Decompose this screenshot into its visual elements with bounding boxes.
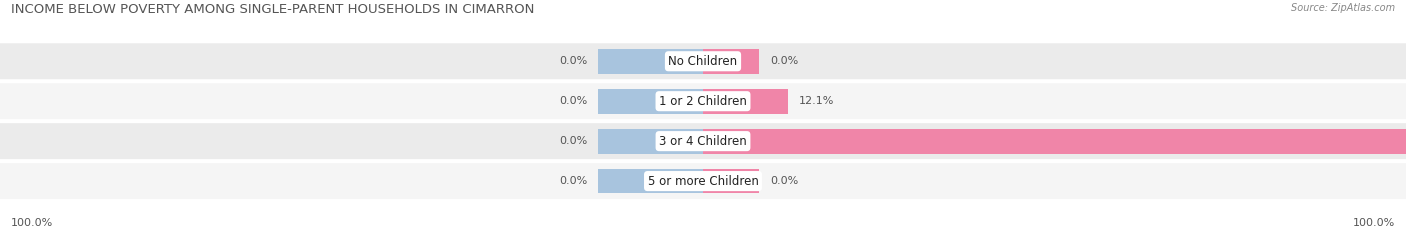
Text: Source: ZipAtlas.com: Source: ZipAtlas.com <box>1291 3 1395 14</box>
Text: 100.0%: 100.0% <box>11 218 53 228</box>
FancyBboxPatch shape <box>0 83 1406 119</box>
Bar <box>598 89 703 113</box>
Text: 0.0%: 0.0% <box>770 56 799 66</box>
Text: 12.1%: 12.1% <box>799 96 834 106</box>
Bar <box>703 49 759 74</box>
Text: INCOME BELOW POVERTY AMONG SINGLE-PARENT HOUSEHOLDS IN CIMARRON: INCOME BELOW POVERTY AMONG SINGLE-PARENT… <box>11 3 534 17</box>
Text: 100.0%: 100.0% <box>1353 218 1395 228</box>
Text: No Children: No Children <box>668 55 738 68</box>
Bar <box>598 49 703 74</box>
Bar <box>598 169 703 193</box>
Text: 0.0%: 0.0% <box>558 136 588 146</box>
Text: 0.0%: 0.0% <box>558 56 588 66</box>
Bar <box>703 129 1406 154</box>
FancyBboxPatch shape <box>0 163 1406 199</box>
Text: 5 or more Children: 5 or more Children <box>648 175 758 188</box>
Text: 3 or 4 Children: 3 or 4 Children <box>659 135 747 148</box>
FancyBboxPatch shape <box>0 123 1406 159</box>
Bar <box>703 89 787 113</box>
Text: 0.0%: 0.0% <box>558 176 588 186</box>
Bar <box>703 169 759 193</box>
Bar <box>598 129 703 154</box>
FancyBboxPatch shape <box>0 43 1406 79</box>
Text: 1 or 2 Children: 1 or 2 Children <box>659 95 747 108</box>
Text: 0.0%: 0.0% <box>770 176 799 186</box>
Text: 0.0%: 0.0% <box>558 96 588 106</box>
